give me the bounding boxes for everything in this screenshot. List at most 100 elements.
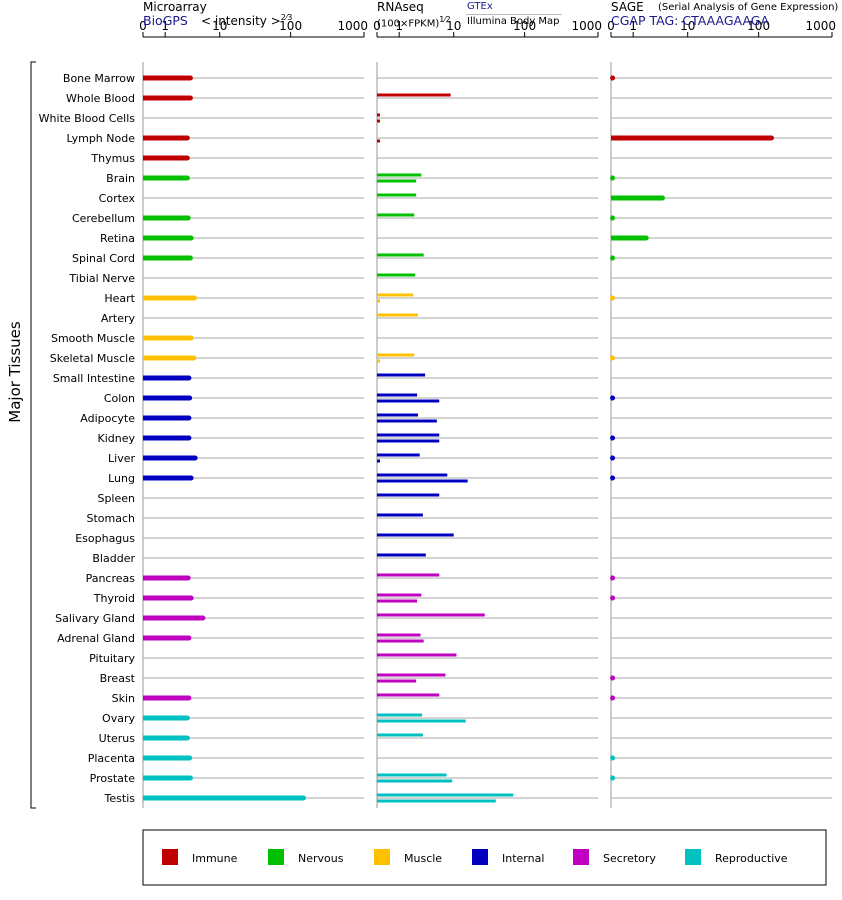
tissue-label-bladder: Bladder [92,552,135,565]
microarray-tick-label-1000: 1000 [337,19,368,33]
bar-sage-cgap--retina-cap [643,235,649,241]
tissue-label-heart: Heart [104,292,135,305]
bar-microarray-biogps--brain-cap [184,175,190,181]
legend-label-immune: Immune [192,852,238,865]
bar-sage-cgap--lung-cap [610,475,616,481]
bar-microarray-biogps--salivary-gland-cap [200,615,206,621]
bar-microarray-biogps--lymph-node-cap [184,135,190,141]
rnaseq-unit-text: (100×FPKM) [377,18,440,30]
tissue-label-salivary-gland: Salivary Gland [55,612,135,625]
tissue-label-adipocyte: Adipocyte [80,412,135,425]
rnaseq-tick-label-1: 1 [395,19,403,33]
bar-sage-cgap--colon-cap [610,395,616,401]
tissue-label-uterus: Uterus [99,732,136,745]
bar-microarray-biogps--heart-cap [191,295,197,301]
bar-microarray-biogps--placenta-cap [187,755,193,761]
bar-sage-cgap--cortex-cap [659,195,665,201]
sage-tick-label-0: 0 [607,19,615,33]
rnaseq-unit-exponent: 1⁄2 [439,15,451,24]
y-axis-label: Major Tissues [6,321,24,423]
rnaseq-legend-gtex: GTEx [467,1,493,12]
rnaseq-tick-label-10: 10 [446,19,461,33]
bar-sage-cgap--prostate-cap [610,775,616,781]
tissue-label-breast: Breast [100,672,136,685]
tissue-label-tibial-nerve: Tibial Nerve [68,272,135,285]
microarray-tick-label-1: 1 [161,19,169,33]
bar-microarray-biogps--lung-cap [188,475,194,481]
tissue-bracket [30,61,36,809]
tissue-label-prostate: Prostate [90,772,136,785]
tissue-label-retina: Retina [100,232,135,245]
bar-microarray-biogps--liver-cap [192,455,198,461]
legend-swatch-nervous [268,849,284,865]
grid-lines [142,62,832,808]
bar-sage-cgap--bone-marrow-cap [610,75,616,81]
bar-microarray-biogps--whole-blood-cap [187,95,193,101]
bar-microarray-biogps--testis-cap [300,795,306,801]
bar-sage-cgap--pancreas-cap [610,575,616,581]
microarray-title: Microarray [143,0,207,14]
rnaseq-tick-label-1000: 1000 [571,19,602,33]
tissue-label-whole-blood: Whole Blood [66,92,135,105]
bar-sage-cgap--thyroid-cap [610,595,616,601]
bar-microarray-biogps--skeletal-muscle-cap [191,355,197,361]
legend-swatch-secretory [573,849,589,865]
tissue-label-placenta: Placenta [88,752,135,765]
rnaseq-title: RNAseq [377,0,424,14]
microarray-tick-label-0: 0 [139,19,147,33]
bar-microarray-biogps--spinal-cord-cap [187,255,193,261]
rnaseq-tick-label-100: 100 [513,19,536,33]
legend-label-nervous: Nervous [298,852,344,865]
tissue-label-brain: Brain [106,172,135,185]
rnaseq-unit: (100×FPKM)1⁄2 [377,15,451,29]
tissue-label-smooth-muscle: Smooth Muscle [51,332,135,345]
bar-sage-cgap--liver-cap [610,455,616,461]
rnaseq-tick-label-0: 0 [373,19,381,33]
legend-label-reproductive: Reproductive [715,852,788,865]
bar-microarray-biogps--skin-cap [186,695,192,701]
bar-sage-cgap--placenta-cap [610,755,616,761]
bar-sage-cgap--cerebellum-cap [610,215,616,221]
tissue-label-adrenal-gland: Adrenal Gland [57,632,135,645]
bar-sage-cgap--heart-cap [610,295,615,301]
tissue-label-bone-marrow: Bone Marrow [63,72,135,85]
tissue-label-cortex: Cortex [99,192,136,205]
tissue-label-white-blood-cells: White Blood Cells [39,112,136,125]
tissue-label-pancreas: Pancreas [86,572,136,585]
bar-microarray-biogps--pancreas-cap [185,575,191,581]
bar-microarray-biogps--retina-cap [188,235,194,241]
microarray-unit-text: < intensity > [201,14,281,28]
tissue-label-small-intestine: Small Intestine [53,372,135,385]
tissue-label-skeletal-muscle: Skeletal Muscle [50,352,135,365]
tissue-label-skin: Skin [112,692,135,705]
bar-microarray-biogps--adrenal-gland-cap [186,635,192,641]
microarray-tick-label-10: 10 [212,19,227,33]
microarray-unit-exponent: 2⁄3 [280,13,293,22]
tissue-label-ovary: Ovary [102,712,135,725]
legend-swatch-muscle [374,849,390,865]
bar-sage-cgap--kidney-cap [610,435,616,441]
bar-microarray-biogps--cerebellum-cap [185,215,191,221]
tissue-label-testis: Testis [104,792,136,805]
sage-subtitle: (Serial Analysis of Gene Expression) [658,2,839,13]
tissue-label-liver: Liver [108,452,135,465]
bar-microarray-biogps--kidney-cap [186,435,192,441]
legend-swatch-immune [162,849,178,865]
bar-microarray-biogps--uterus-cap [184,735,190,741]
legend-swatch-reproductive [685,849,701,865]
tissue-label-stomach: Stomach [86,512,135,525]
tissue-label-lymph-node: Lymph Node [66,132,135,145]
bars [143,75,774,803]
panel-axes: 0 1 10 100 1000 0 1 10 100 1000 0 1 10 100 1000 [30,19,836,809]
sage-tick-label-10: 10 [680,19,695,33]
microarray-source: BioGPS [143,13,188,28]
bar-sage-cgap--skin-cap [610,695,616,701]
bar-sage-cgap--lymph-node-cap [768,135,774,141]
bar-microarray-biogps--ovary-cap [184,715,190,721]
tissue-label-spinal-cord: Spinal Cord [72,252,135,265]
sage-tick-label-100: 100 [747,19,770,33]
tissue-label-spleen: Spleen [97,492,135,505]
sage-title: SAGE [611,0,644,14]
bar-sage-cgap--breast-cap [610,675,616,681]
tissue-label-esophagus: Esophagus [75,532,135,545]
